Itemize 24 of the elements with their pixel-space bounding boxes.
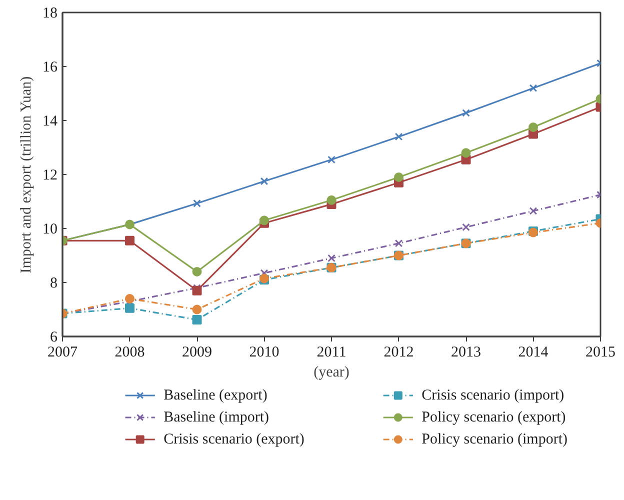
x-tick-label: 2014 [518,344,549,360]
y-tick-label: 8 [50,276,58,292]
y-tick-label: 12 [42,168,58,184]
x-tick-label: 2011 [316,344,346,360]
x-tick-label: 2012 [384,344,414,360]
legend-label: Baseline (import) [164,410,270,426]
y-tick-label: 16 [42,60,58,76]
x-tick-label: 2013 [451,344,481,360]
legend-label: Crisis scenario (export) [164,432,304,448]
legend-label: Policy scenario (import) [422,432,568,448]
y-tick-label: 14 [42,114,58,130]
x-tick-label: 2009 [182,344,212,360]
y-tick-label: 6 [50,330,58,346]
x-tick-label: 2008 [114,344,145,360]
y-axis-title: Import and export (trillion Yuan) [18,76,34,274]
x-tick-label: 2015 [586,344,616,360]
legend-label: Policy scenario (export) [422,410,566,426]
x-axis-title: (year) [314,364,350,380]
legend-label: Baseline (export) [164,388,268,404]
y-tick-label: 10 [42,222,58,238]
y-tick-label: 18 [42,6,58,22]
legend-label: Crisis scenario (import) [422,388,564,404]
x-tick-label: 2007 [48,344,78,360]
x-tick-label: 2010 [249,344,280,360]
